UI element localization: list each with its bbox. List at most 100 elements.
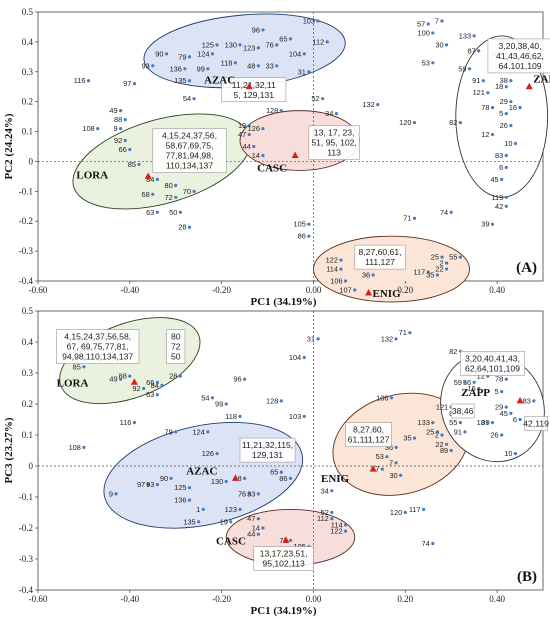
data-point-label: 49 — [109, 375, 117, 384]
data-point-label: 133 — [459, 31, 471, 40]
label-callout-text: 50 — [171, 352, 181, 362]
data-point-label: 136 — [174, 496, 186, 505]
data-point — [353, 288, 357, 292]
data-point-label: 55 — [449, 418, 457, 427]
data-point — [486, 91, 490, 95]
data-point — [343, 529, 348, 533]
data-point — [399, 473, 403, 477]
data-point — [490, 421, 495, 425]
data-point-label: 120 — [390, 508, 402, 517]
group-name-label: ENIG — [321, 473, 350, 485]
y-tick-label: 0.5 — [22, 306, 34, 316]
data-point — [128, 374, 132, 378]
data-point — [155, 210, 159, 214]
label-callout-text: 13, 17, 23, — [314, 128, 355, 138]
data-point-label: 88 — [114, 115, 122, 124]
data-point — [431, 541, 435, 546]
data-point — [201, 507, 205, 511]
data-point — [215, 43, 219, 47]
data-point — [532, 399, 536, 403]
label-callout-box — [450, 403, 475, 419]
data-point — [242, 476, 247, 480]
data-point-label: 38 — [500, 76, 508, 85]
group-centroid-marker — [231, 474, 239, 481]
y-tick-label: 0.4 — [22, 37, 34, 47]
data-point-label: 123 — [225, 505, 237, 514]
data-point-label: 16 — [509, 103, 517, 112]
label-callout-text: 4,15,24,37,56, — [162, 131, 217, 141]
data-point-label: 39 — [481, 220, 489, 229]
data-point — [431, 421, 435, 425]
data-point — [123, 118, 127, 122]
group-centroid-marker — [369, 465, 377, 472]
label-callout-text: 3,20,40,41,43, — [465, 353, 520, 363]
data-point — [486, 421, 490, 425]
data-point-label: 82 — [449, 347, 457, 356]
data-point — [389, 396, 394, 400]
data-point — [385, 455, 389, 459]
data-point-label: 52 — [311, 94, 319, 103]
data-point — [119, 377, 123, 381]
y-tick-label: 0.2 — [22, 97, 33, 107]
data-point-label: 2 — [439, 259, 443, 268]
data-point — [509, 100, 513, 104]
data-point-label: 26 — [500, 121, 508, 130]
data-point-label: 34 — [321, 486, 329, 495]
data-point-label: 118 — [221, 58, 233, 67]
data-point-label: 106 — [330, 277, 342, 286]
data-point — [330, 489, 334, 493]
group-name-label: AZAC — [186, 465, 217, 477]
data-point-label: 70 — [183, 187, 191, 196]
data-point — [334, 112, 339, 116]
data-point — [325, 40, 329, 44]
data-point-label: 85 — [128, 160, 136, 169]
data-point — [500, 177, 504, 181]
y-tick-label: -0.3 — [19, 554, 34, 564]
data-point-label: 59 — [454, 378, 462, 387]
data-point-label: 103 — [303, 16, 315, 25]
data-point-label: 84 — [146, 175, 154, 184]
data-point-label: 118 — [225, 412, 237, 421]
data-point — [279, 109, 283, 113]
data-point — [187, 225, 192, 229]
data-point-label: 35 — [426, 271, 434, 280]
data-point-label: 18 — [477, 418, 485, 427]
data-point-label: 121 — [473, 88, 485, 97]
data-point — [371, 273, 375, 277]
data-point-label: 112 — [312, 37, 324, 46]
data-point-label: 25 — [426, 427, 434, 436]
data-point — [431, 31, 435, 35]
data-point-label: 114 — [331, 520, 343, 529]
data-point — [426, 270, 430, 274]
data-point — [256, 492, 260, 496]
data-point-label: 90 — [160, 474, 168, 483]
label-callout-text: 11,21,32,11 — [232, 80, 276, 90]
label-callout-box — [56, 329, 140, 364]
data-point-label: 22 — [435, 265, 443, 274]
data-point-label: 117 — [409, 505, 421, 514]
data-point-label: 52 — [321, 508, 329, 517]
data-point-label: 76 — [238, 489, 246, 498]
data-point — [490, 106, 495, 110]
data-point — [206, 67, 210, 71]
data-point — [339, 267, 343, 271]
data-point — [151, 192, 155, 196]
data-point-label: 33 — [265, 61, 273, 70]
data-point-label: 83 — [495, 151, 503, 160]
data-point-label: 126 — [248, 124, 260, 133]
data-point-label: 33 — [247, 489, 255, 498]
data-point-label: 92 — [132, 384, 140, 393]
data-point-label: 39 — [481, 418, 489, 427]
label-callout-text: 4,15,24,37,56,58, — [64, 332, 131, 342]
data-point-label: 79 — [178, 52, 186, 61]
x-tick-label: 0.00 — [306, 594, 322, 604]
data-point-label: 57 — [417, 19, 425, 28]
group-centroid-marker — [516, 396, 524, 404]
data-point — [444, 267, 449, 271]
group-centroid-marker — [130, 378, 138, 385]
data-point — [279, 470, 283, 474]
data-point — [477, 49, 481, 53]
data-point — [256, 532, 260, 536]
data-point-label: 126 — [202, 449, 214, 458]
y-tick-label: 0.4 — [22, 337, 34, 347]
